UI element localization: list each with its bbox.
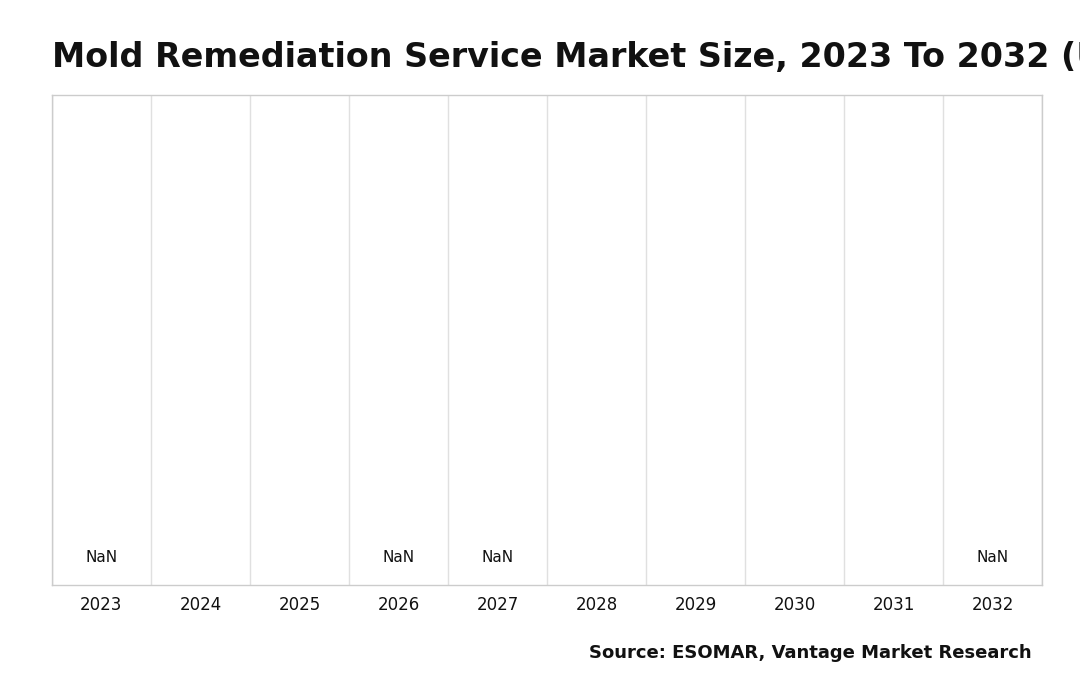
Text: NaN: NaN bbox=[382, 550, 415, 565]
Text: NaN: NaN bbox=[85, 550, 118, 565]
Text: NaN: NaN bbox=[482, 550, 514, 565]
Text: Mold Remediation Service Market Size, 2023 To 2032 (USD Million): Mold Remediation Service Market Size, 20… bbox=[52, 41, 1080, 74]
Text: NaN: NaN bbox=[976, 550, 1009, 565]
Text: Source: ESOMAR, Vantage Market Research: Source: ESOMAR, Vantage Market Research bbox=[589, 643, 1031, 662]
